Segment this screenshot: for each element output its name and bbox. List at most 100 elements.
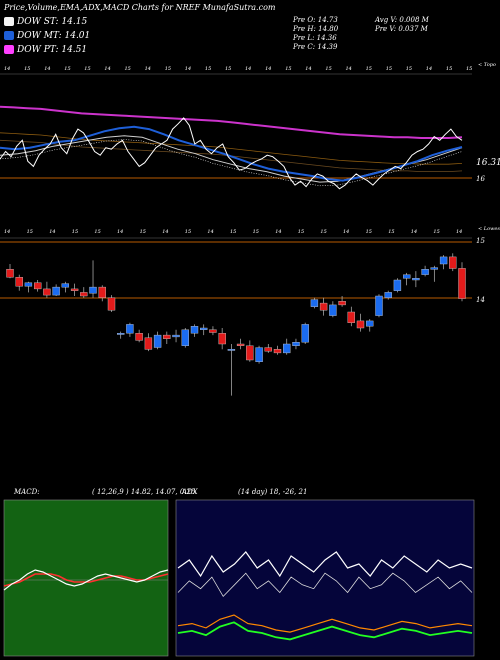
lower-date-tick-label: 15: [72, 229, 78, 235]
mid-tag: < Lowes: [478, 226, 500, 232]
legend-dow-st-label: DOW ST: 14.15: [17, 17, 88, 27]
lower-date-tick-label: 15: [388, 229, 394, 235]
adx-panel: [175, 499, 475, 657]
price-line: [0, 117, 463, 190]
adx-background: [175, 499, 475, 657]
top-axis-label: 16: [476, 175, 485, 183]
date-tick-label: 15: [386, 66, 392, 72]
legend-dow-pt-label: DOW PT: 14.51: [17, 45, 88, 55]
date-tick-label: 14: [4, 66, 10, 72]
date-tick-label: 14: [44, 66, 50, 72]
date-tick-label: 15: [225, 66, 231, 72]
price-last-label: 16.31: [476, 158, 500, 168]
macd-background: [3, 499, 169, 657]
lower-date-tick-label: 14: [343, 229, 349, 235]
date-tick-label: 14: [145, 66, 151, 72]
candle-body: [43, 288, 51, 296]
candle-panel: [6, 253, 466, 396]
candle-body: [236, 343, 245, 346]
date-tick-label: 14: [305, 66, 311, 72]
date-tick-label: 15: [285, 66, 291, 72]
adx-values: (14 day) 18, -26, 21: [238, 488, 308, 496]
candle-body: [366, 320, 374, 327]
candle-body: [116, 333, 125, 335]
candle-body: [61, 283, 69, 288]
lower-date-tick-label: 15: [94, 229, 100, 235]
candle-body: [135, 333, 143, 341]
candle-body: [15, 277, 23, 287]
candle-body: [375, 295, 383, 316]
candle-body: [163, 334, 171, 339]
date-tick-label: 15: [466, 66, 472, 72]
mid-axis-label-15: 15: [476, 237, 485, 245]
candle-body: [310, 299, 319, 307]
candle-body: [430, 267, 438, 270]
date-tick-label: 14: [426, 66, 432, 72]
candle-body: [283, 343, 291, 354]
legend-swatch-dow-mt: [4, 31, 14, 40]
candle-body: [89, 286, 97, 294]
stat-close: Pre C: 14.39: [293, 43, 338, 51]
lower-date-tick-label: 15: [230, 229, 236, 235]
lower-date-tick-label: 14: [4, 229, 10, 235]
date-tick-label: 15: [64, 66, 70, 72]
lower-date-tick-label: 15: [320, 229, 326, 235]
lower-date-tick-label: 14: [275, 229, 281, 235]
lower-date-tick-label: 14: [207, 229, 213, 235]
ema-short-line: [0, 135, 463, 183]
lower-date-tick-label: 15: [185, 229, 191, 235]
candle-body: [403, 274, 411, 279]
candle-body: [98, 286, 106, 299]
date-tick-label: 14: [104, 66, 110, 72]
candle-body: [80, 292, 88, 297]
date-tick-label: 15: [84, 66, 90, 72]
candle-body: [264, 347, 272, 352]
lower-date-tick-label: 14: [411, 229, 417, 235]
date-tick-label: 15: [325, 66, 331, 72]
legend-swatch-dow-st: [4, 17, 14, 26]
lower-date-tick-label: 15: [298, 229, 304, 235]
candle-body: [273, 349, 282, 354]
candle-body: [144, 337, 153, 350]
ema-short-dotted: [0, 139, 463, 187]
adx-minus-di-line: [177, 551, 473, 578]
mid-axis-label-14: 14: [476, 296, 485, 304]
lower-date-tick-label: 15: [366, 229, 372, 235]
date-tick-label: 15: [24, 66, 30, 72]
candle-body: [107, 297, 116, 311]
lower-date-tick-label: 15: [27, 229, 33, 235]
legend-swatch-dow-pt: [4, 45, 14, 54]
candle-body: [181, 329, 190, 346]
date-tick-label: 14: [346, 66, 352, 72]
date-tick-label: 14: [245, 66, 251, 72]
date-tick-label: 15: [446, 66, 452, 72]
adx-orange-line: [177, 614, 473, 633]
candle-body: [227, 349, 236, 351]
lower-date-tick-label: 15: [433, 229, 439, 235]
lower-date-tick-label: 14: [49, 229, 55, 235]
candle-body: [329, 304, 337, 316]
date-tick-label: 14: [185, 66, 191, 72]
top-tag: < Topo: [478, 62, 496, 68]
candle-body: [153, 334, 162, 348]
adx-label: ADX: [182, 488, 198, 496]
date-tick-label: 15: [366, 66, 372, 72]
candle-body: [412, 278, 420, 281]
lower-date-tick-label: 14: [117, 229, 123, 235]
candle-body: [319, 302, 328, 311]
candle-body: [172, 334, 180, 338]
candle-body: [52, 286, 60, 296]
date-tick-label: 15: [125, 66, 131, 72]
candle-body: [246, 345, 254, 361]
macd-label: MACD:: [14, 488, 40, 496]
candle-body: [70, 288, 79, 291]
candle-body: [190, 326, 199, 334]
candle-body: [126, 324, 134, 334]
candle-body: [301, 324, 309, 343]
ema-long-line: [0, 105, 463, 139]
stat-avg-volume: Avg V: 0.008 M: [375, 16, 429, 24]
candle-body: [439, 256, 448, 265]
candle-body: [199, 327, 208, 330]
candle-body: [338, 301, 346, 306]
